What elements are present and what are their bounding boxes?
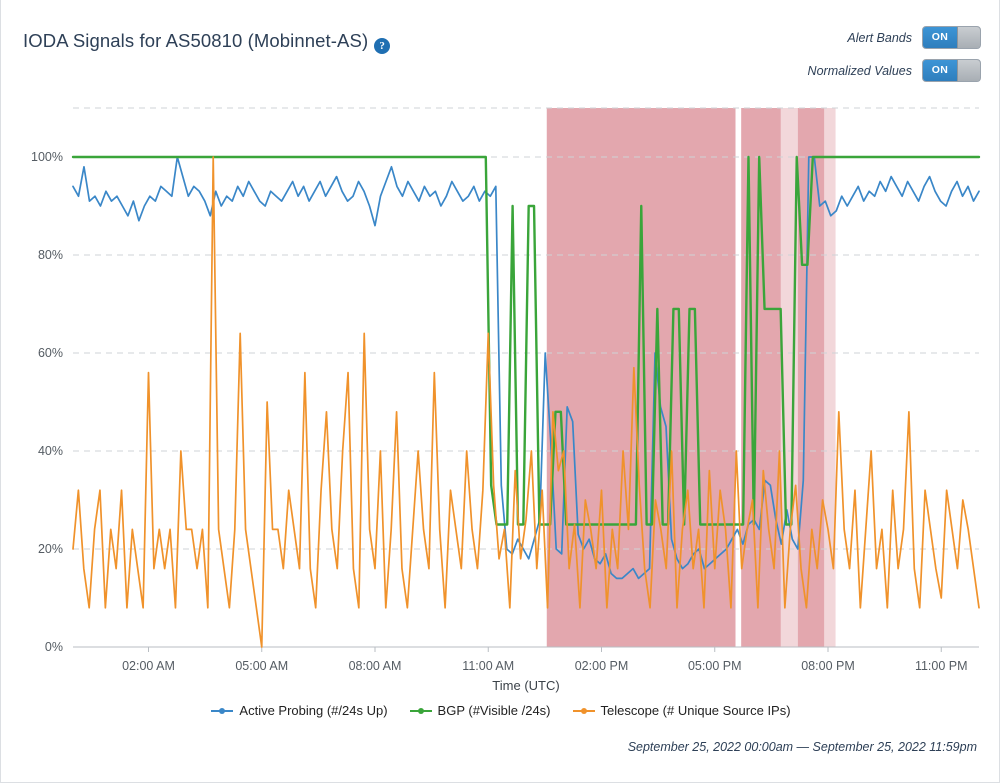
x-tick-label: 11:00 AM — [462, 659, 514, 673]
active-probing-color-swatch — [211, 706, 234, 716]
y-tick-label: 100% — [31, 150, 63, 164]
x-tick-label: 11:00 PM — [915, 659, 968, 673]
x-tick-label: 08:00 AM — [349, 659, 402, 673]
alert-bands-control: Alert Bands ON — [847, 26, 981, 49]
telescope-color-swatch — [572, 706, 595, 716]
series-group — [71, 155, 981, 648]
alert-bands-toggle[interactable]: ON — [922, 26, 981, 49]
series-line — [71, 155, 981, 526]
bgp-color-swatch — [409, 706, 432, 716]
alert-band — [546, 108, 736, 647]
legend-item-active-probing[interactable]: Active Probing (#/24s Up) — [211, 703, 388, 718]
y-tick-label: 40% — [38, 444, 63, 458]
alert-bands-label: Alert Bands — [847, 30, 912, 45]
x-tick-label: 08:00 PM — [801, 659, 855, 673]
x-tick-label: 02:00 PM — [575, 659, 629, 673]
x-axis-ticks: 02:00 AM 05:00 AM 08:00 AM 11:00 AM 02:00 PM… — [122, 659, 967, 673]
y-tick-label: 60% — [38, 346, 63, 360]
date-range-label: September 25, 2022 00:00am — September 2… — [627, 740, 977, 754]
normalized-values-toggle-knob — [957, 60, 980, 81]
normalized-values-toggle-state: ON — [923, 60, 957, 81]
y-tick-label: 0% — [45, 640, 63, 654]
legend-item-telescope[interactable]: Telescope (# Unique Source IPs) — [572, 703, 791, 718]
help-icon[interactable]: ? — [374, 38, 391, 54]
x-tick-label: 05:00 PM — [688, 659, 742, 673]
chart-legend: Active Probing (#/24s Up) BGP (#Visible … — [1, 703, 1000, 718]
alert-band — [824, 108, 836, 647]
page-title: IODA Signals for AS50810 (Mobinnet-AS)? — [23, 30, 391, 54]
x-tick-label: 05:00 AM — [235, 659, 288, 673]
series-line — [72, 156, 980, 648]
legend-label-telescope: Telescope (# Unique Source IPs) — [600, 703, 791, 718]
normalized-values-toggle[interactable]: ON — [922, 59, 981, 82]
y-tick-label: 20% — [38, 542, 63, 556]
legend-item-bgp[interactable]: BGP (#Visible /24s) — [409, 703, 551, 718]
legend-label-bgp: BGP (#Visible /24s) — [437, 703, 551, 718]
page-title-text: IODA Signals for AS50810 (Mobinnet-AS) — [23, 30, 369, 51]
alert-bands-toggle-state: ON — [923, 27, 957, 48]
x-tick-label: 02:00 AM — [122, 659, 175, 673]
y-axis-ticks: 0% 20% 40% 60% 80% 100% — [31, 150, 63, 654]
y-tick-label: 80% — [38, 248, 63, 262]
alert-bands-group — [546, 108, 836, 647]
x-axis-title: Time (UTC) — [492, 678, 559, 693]
normalized-values-control: Normalized Values ON — [808, 59, 981, 82]
series-line — [72, 156, 980, 580]
normalized-values-label: Normalized Values — [807, 63, 912, 78]
legend-label-active-probing: Active Probing (#/24s Up) — [239, 703, 388, 718]
alert-bands-toggle-knob — [957, 27, 980, 48]
